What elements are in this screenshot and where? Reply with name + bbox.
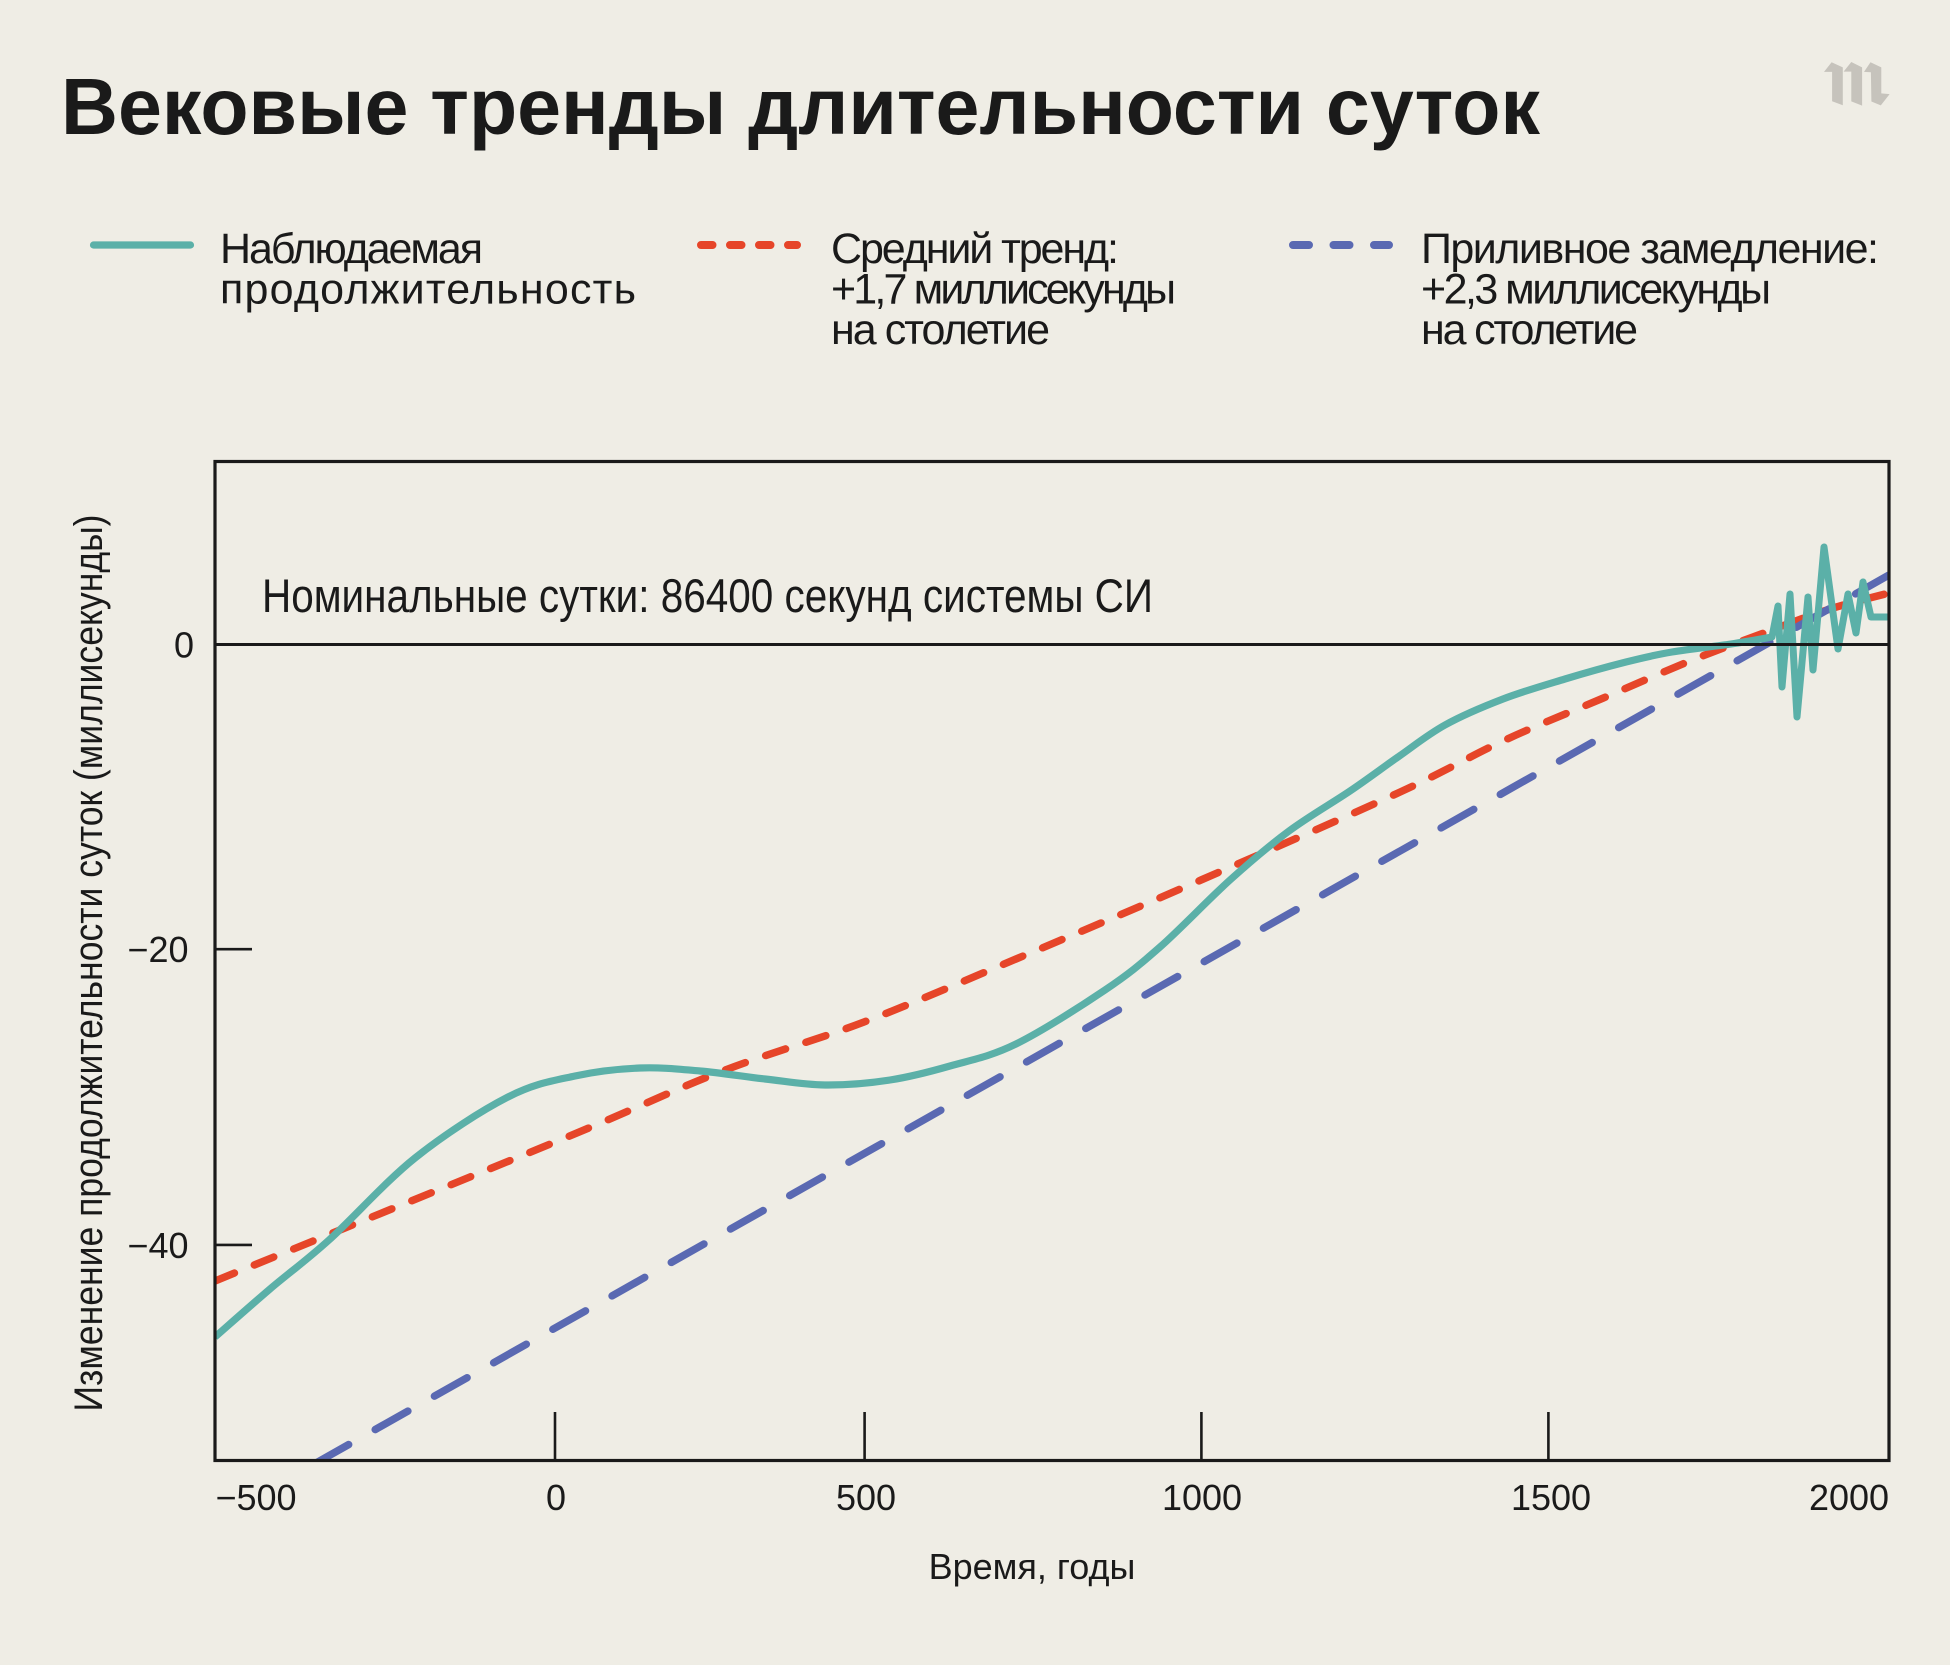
svg-text:Наблюдаемая: Наблюдаемая xyxy=(220,225,483,273)
svg-text:+1,7 миллисекунды: +1,7 миллисекунды xyxy=(831,266,1176,314)
svg-text:−500: −500 xyxy=(215,1477,296,1518)
svg-text:Приливное замедление:: Приливное замедление: xyxy=(1421,225,1879,273)
svg-text:1000: 1000 xyxy=(1162,1477,1242,1518)
svg-text:−40: −40 xyxy=(127,1225,188,1266)
svg-text:−20: −20 xyxy=(127,929,188,970)
svg-text:на столетие: на столетие xyxy=(831,306,1050,354)
svg-text:1500: 1500 xyxy=(1511,1477,1591,1518)
svg-text:продолжительность: продолжительность xyxy=(220,266,636,314)
svg-text:2000: 2000 xyxy=(1809,1477,1889,1518)
svg-text:Время, годы: Время, годы xyxy=(929,1546,1136,1587)
svg-text:Изменение продолжительности су: Изменение продолжительности суток (милли… xyxy=(67,515,111,1412)
svg-text:Вековые тренды длительности су: Вековые тренды длительности суток xyxy=(61,62,1541,151)
svg-text:Номинальные сутки: 86400 секун: Номинальные сутки: 86400 секунд системы … xyxy=(262,569,1153,622)
svg-text:0: 0 xyxy=(174,625,194,666)
svg-text:500: 500 xyxy=(836,1477,896,1518)
svg-text:0: 0 xyxy=(546,1477,566,1518)
svg-text:на столетие: на столетие xyxy=(1421,306,1638,354)
svg-text:+2,3 миллисекунды: +2,3 миллисекунды xyxy=(1421,266,1771,314)
svg-text:Средний тренд:: Средний тренд: xyxy=(831,225,1119,273)
